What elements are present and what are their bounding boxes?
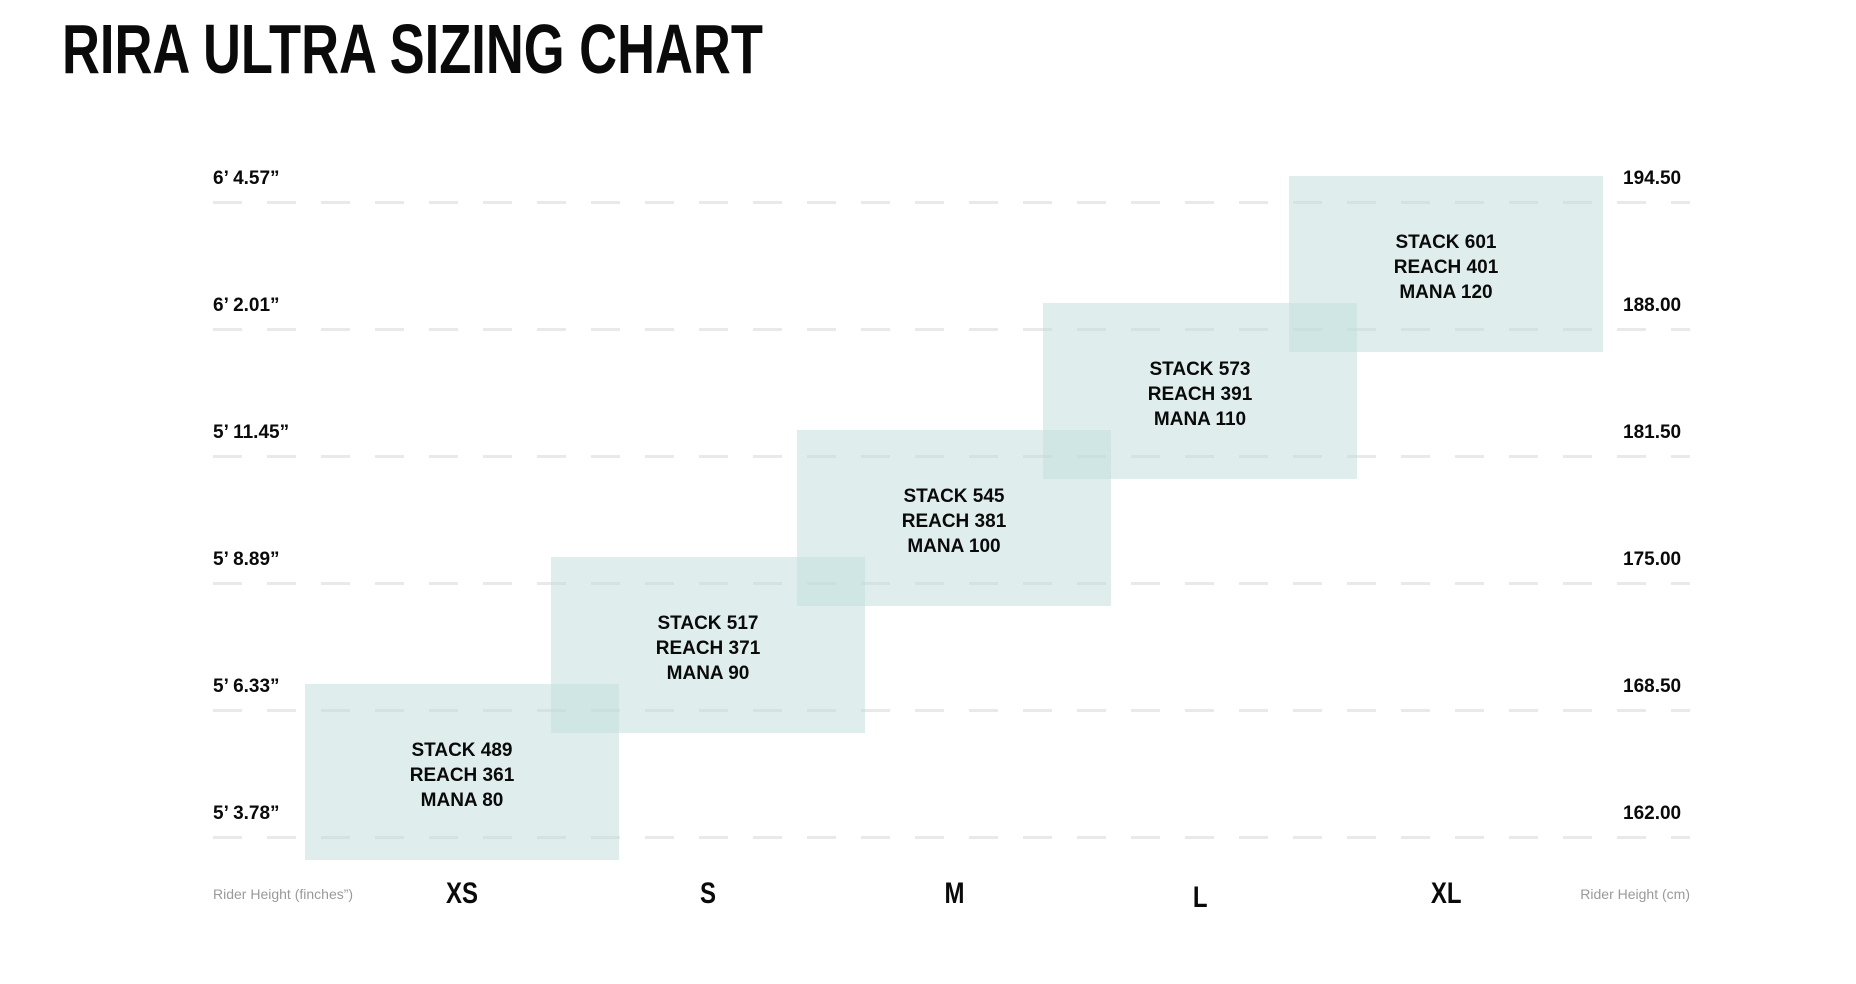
- y-tick-right: 181.50: [1623, 422, 1682, 443]
- x-axis-label-l: L: [1192, 881, 1208, 914]
- y-tick-left: 5’ 11.45”: [213, 422, 290, 443]
- reach-value: REACH 371: [655, 637, 761, 659]
- x-axis-label-m: M: [944, 877, 964, 910]
- size-box-xl: STACK 601 REACH 401 MANA 120: [1289, 176, 1603, 352]
- reach-value: REACH 391: [1147, 383, 1253, 405]
- y-tick-left: 6’ 4.57”: [213, 168, 280, 189]
- x-axis-label-xl: XL: [1430, 877, 1462, 910]
- y-tick-right: 194.50: [1623, 168, 1682, 189]
- axis-caption-right: Rider Height (cm): [1580, 886, 1690, 902]
- gridline: [213, 328, 1690, 331]
- stack-value: STACK 601: [1395, 231, 1497, 253]
- mana-value: MANA 120: [1399, 281, 1493, 303]
- y-tick-right: 168.50: [1623, 676, 1682, 697]
- stack-value: STACK 489: [411, 739, 513, 761]
- y-tick-right: 188.00: [1623, 295, 1682, 316]
- reach-value: REACH 381: [901, 510, 1007, 532]
- stack-value: STACK 573: [1149, 358, 1251, 380]
- mana-value: MANA 110: [1153, 408, 1247, 430]
- gridline: [213, 836, 1690, 839]
- y-tick-left: 6’ 2.01”: [213, 295, 280, 316]
- y-tick-left: 5’ 3.78”: [213, 803, 280, 824]
- page-title: RIRA ULTRA SIZING CHART: [62, 10, 763, 88]
- axis-caption-left: Rider Height (finches”): [213, 886, 354, 902]
- mana-value: MANA 80: [420, 789, 504, 811]
- mana-value: MANA 90: [666, 662, 750, 684]
- y-tick-right: 175.00: [1623, 549, 1682, 570]
- y-tick-left: 5’ 8.89”: [213, 549, 280, 570]
- gridline: [213, 201, 1690, 204]
- x-axis-label-xs: XS: [445, 877, 479, 910]
- y-tick-right: 162.00: [1623, 803, 1682, 824]
- reach-value: REACH 401: [1393, 256, 1499, 278]
- reach-value: REACH 361: [409, 764, 515, 786]
- x-axis-label-s: S: [699, 877, 716, 910]
- stack-value: STACK 545: [903, 485, 1005, 507]
- gridline: [213, 709, 1690, 712]
- size-box-xs: STACK 489 REACH 361 MANA 80: [305, 684, 619, 860]
- stack-value: STACK 517: [657, 612, 759, 634]
- mana-value: MANA 100: [907, 535, 1001, 557]
- y-tick-left: 5’ 6.33”: [213, 676, 280, 697]
